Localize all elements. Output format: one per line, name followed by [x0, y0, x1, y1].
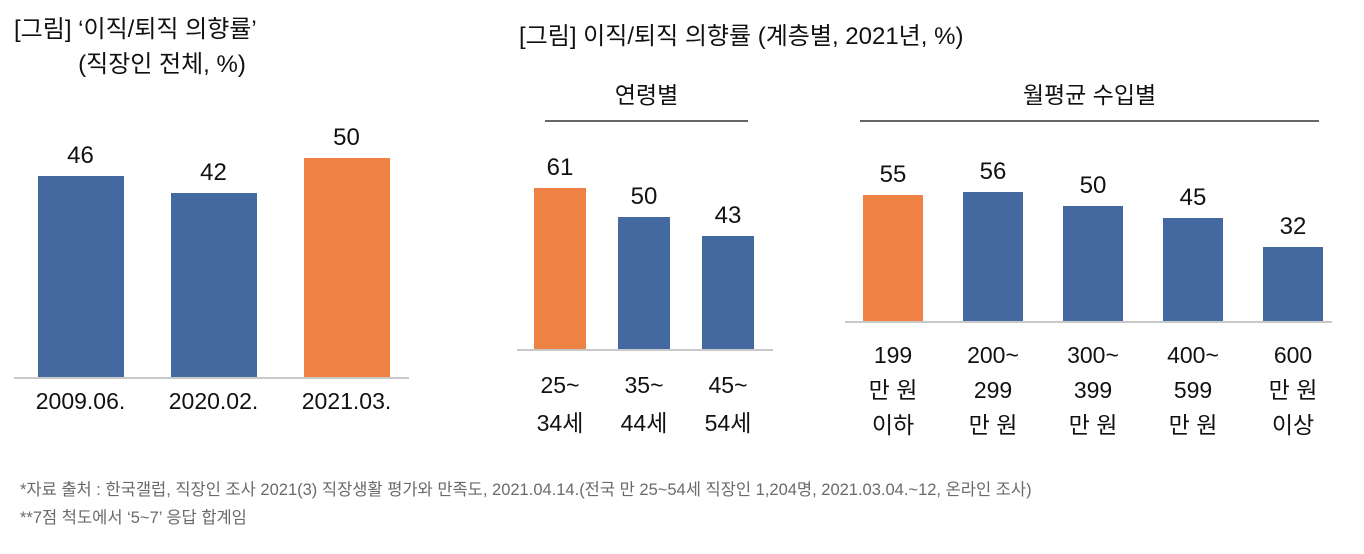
- category-label: 199 만 원 이하: [868, 342, 918, 438]
- x-axis-age: [517, 349, 773, 351]
- left-chart-title-line2: (직장인 전체, %): [78, 51, 246, 78]
- bar-group-income: 55 56 50 45 32: [843, 157, 1343, 321]
- bar-value-label: 46: [67, 142, 94, 169]
- bar-value-label: 50: [630, 183, 658, 210]
- bar-value-label: 45: [1179, 184, 1207, 211]
- bar: [963, 192, 1023, 321]
- bar-value-label: 50: [333, 124, 360, 151]
- category-row-age: 25~ 34세 35~ 44세 45~ 54세: [518, 366, 770, 442]
- category-label: 2020.02.: [168, 388, 259, 414]
- bar: [170, 193, 257, 378]
- bar: [1263, 247, 1323, 321]
- footnote-scale: **7점 척도에서 ‘5~7’ 응답 합계임: [20, 509, 247, 527]
- bar-column: 50: [1043, 172, 1143, 321]
- bar: [1063, 206, 1123, 321]
- bar-column: 56: [943, 158, 1043, 321]
- bar-column: 45: [1143, 184, 1243, 321]
- bar-value-label: 50: [1079, 172, 1107, 199]
- bar: [303, 158, 390, 378]
- bar: [702, 236, 754, 350]
- bar-group-age: 61 50 43: [518, 154, 770, 350]
- bar-column: 46: [14, 142, 147, 378]
- x-axis-income: [845, 321, 1332, 323]
- category-label: 300~ 399 만 원: [1067, 342, 1119, 438]
- age-group-header: 연령별: [545, 76, 748, 122]
- bar-value-label: 56: [979, 158, 1007, 185]
- bar-column: 55: [843, 161, 943, 321]
- footnotes: *자료 출처 : 한국갤럽, 직장인 조사 2021(3) 직장생활 평가와 만…: [20, 476, 1350, 532]
- income-group-header: 월평균 수입별: [860, 76, 1319, 122]
- category-label: 400~ 599 만 원: [1167, 342, 1219, 438]
- bar-column: 43: [686, 202, 770, 350]
- category-row-overall: 2009.06. 2020.02. 2021.03.: [14, 386, 413, 416]
- bar: [863, 195, 923, 321]
- left-chart-title-line1: [그림] ‘이직/퇴직 의향률’: [14, 16, 257, 43]
- bar-value-label: 55: [879, 161, 907, 188]
- category-label: 2021.03.: [301, 388, 392, 414]
- bar: [618, 217, 670, 350]
- category-row-income: 199 만 원 이하 200~ 299 만 원 300~ 399 만 원 400~ 599 만 원 60…: [843, 338, 1343, 443]
- category-label: 45~ 54세: [704, 372, 752, 436]
- left-chart-title: [그림] ‘이직/퇴직 의향률’ (직장인 전체, %): [14, 12, 310, 82]
- bar-group-overall: 46 42 50: [14, 124, 413, 378]
- bar-column: 50: [280, 124, 413, 378]
- category-label: 2009.06.: [35, 388, 126, 414]
- bar-column: 61: [518, 154, 602, 350]
- bar-value-label: 43: [714, 202, 742, 229]
- bar-column: 32: [1243, 213, 1343, 321]
- bar-value-label: 42: [200, 159, 227, 186]
- category-label: 35~ 44세: [620, 372, 668, 436]
- footnote-source: *자료 출처 : 한국갤럽, 직장인 조사 2021(3) 직장생활 평가와 만…: [20, 481, 1032, 499]
- right-chart-title: [그림] 이직/퇴직 의향률 (계층별, 2021년, %): [519, 23, 964, 50]
- category-label: 600 만 원 이상: [1268, 342, 1318, 438]
- bar-column: 42: [147, 159, 280, 378]
- bar-value-label: 32: [1279, 213, 1307, 240]
- x-axis-overall: [14, 377, 409, 379]
- category-label: 25~ 34세: [536, 372, 584, 436]
- category-label: 200~ 299 만 원: [967, 342, 1019, 438]
- bar-value-label: 61: [546, 154, 574, 181]
- bar-column: 50: [602, 183, 686, 350]
- bar: [37, 176, 124, 378]
- bar: [534, 188, 586, 350]
- bar: [1163, 218, 1223, 321]
